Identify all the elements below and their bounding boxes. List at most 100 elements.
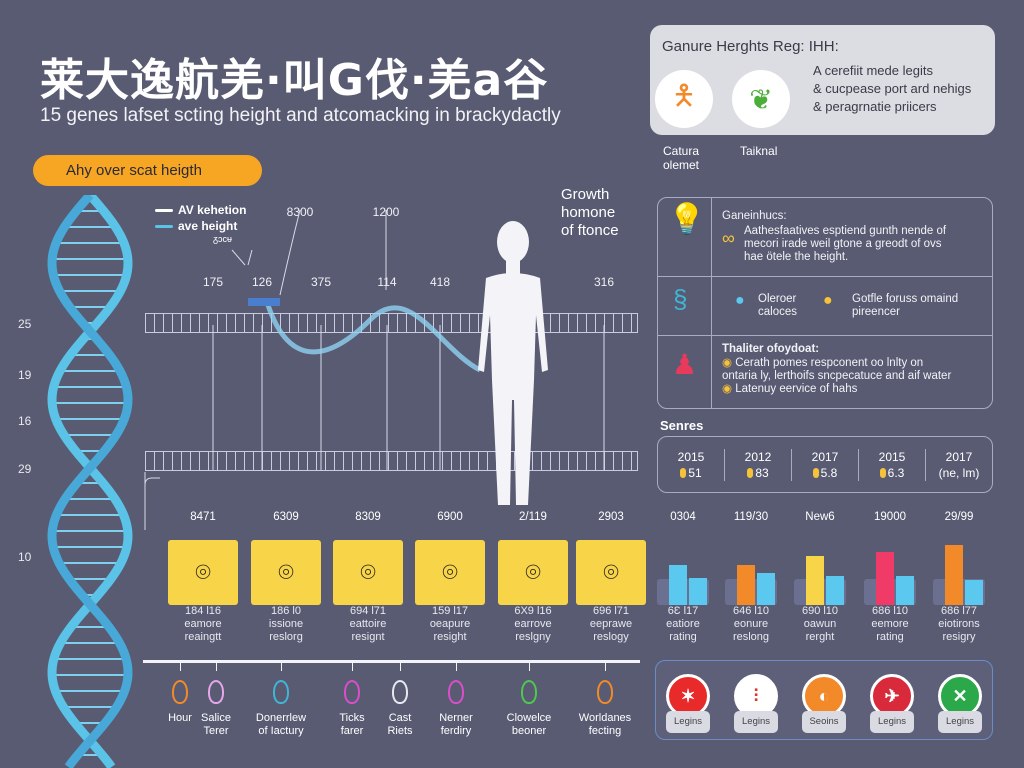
series-label: Senres	[660, 418, 704, 433]
axis-label: 10	[18, 550, 32, 564]
series-year: 2017	[945, 449, 973, 464]
item-label-line: oawun	[803, 618, 837, 630]
series-item: 2017 5.8	[792, 448, 859, 481]
card-line: & cucpease port ard nehigs	[813, 81, 972, 96]
card-caption: Taiknal	[740, 144, 778, 158]
pendant-icon	[172, 680, 188, 704]
card-caption: Catura olemet	[663, 144, 700, 172]
globe-pin-icon: ⌾	[360, 556, 376, 587]
value-label: 8309	[355, 511, 381, 523]
page-subtitle: 15 genes lafset scting height and atcoma…	[40, 105, 561, 126]
series-year: 2012	[744, 449, 772, 464]
series-item: 2012 83	[725, 448, 792, 481]
growth-hormone-annotation: Growth homone of ftonce	[561, 186, 619, 239]
badge-icon[interactable]: ◐	[802, 674, 846, 718]
lightbulb-clock-icon: 💡	[668, 203, 706, 236]
mini-bar-chart	[864, 540, 916, 605]
head-gear-icon: ●	[823, 292, 833, 309]
mini-bar	[876, 551, 894, 605]
timeline-tick	[400, 661, 401, 671]
legend-item: ave height	[155, 219, 237, 233]
value-label: 8471	[190, 511, 216, 523]
item-label-line: resigry	[942, 631, 976, 643]
timeline-label: Cast Riets	[360, 712, 440, 738]
globe-pin-icon: ⌾	[442, 556, 458, 587]
mini-bar-chart	[657, 540, 709, 605]
gene-card[interactable]: ⌾	[498, 540, 568, 605]
item-label-line: eonure	[733, 618, 769, 630]
item-label-line: 694 l71	[349, 605, 387, 617]
item-label-line: earrove	[514, 618, 552, 630]
gene-info-card: Ganure Herghts Reg: IHH: 🯅 ❦ A cerefiit …	[650, 25, 995, 135]
item-label-line: 184 l16	[184, 605, 222, 617]
axis-label: 25	[18, 317, 32, 331]
item-label-line: 696 l71	[592, 605, 630, 617]
item-label: 186 l0 issione reslorg	[246, 605, 326, 644]
badge-panel: ✶ Legins ⫶ Legins ◐ Seoins ✈ Legins ✕ Legins	[655, 660, 993, 740]
timeline-label-line: beoner	[511, 725, 547, 737]
series-value: 51	[658, 465, 724, 481]
item-label: 686 l10 eemore rating	[850, 605, 930, 644]
info-table: 💡 Ganeinhucs: ∞ Aathesfaatives esptiend …	[657, 197, 993, 409]
item-label: 6X9 l16 earrove reslgny	[493, 605, 573, 644]
timeline-label: Worldanes fecting	[565, 712, 645, 738]
item-label: 184 l16 eamore reaingtt	[163, 605, 243, 644]
globe-pin-icon: ⌾	[525, 556, 541, 587]
page-title: 莱大逸航羌·叫G伐·羌a谷	[40, 55, 549, 106]
mini-bar	[757, 572, 775, 605]
gene-card[interactable]: ⌾	[415, 540, 485, 605]
mini-bar	[669, 564, 687, 605]
timeline-label: Nerner ferdiry	[416, 712, 496, 738]
mini-bar	[826, 575, 844, 605]
mini-bar	[896, 575, 914, 605]
value-label: 2/119	[519, 511, 547, 523]
item-label-line: 690 l10	[801, 605, 839, 617]
legend-item: AV kehetion	[155, 203, 246, 217]
series-value: 83	[725, 465, 791, 481]
timeline-label-line: Riets	[387, 725, 413, 737]
item-label: 6Ɛ l17 eatiore rating	[643, 605, 723, 644]
gene-card[interactable]: ⌾	[168, 540, 238, 605]
item-label-line: 646 l10	[732, 605, 770, 617]
timeline-tick	[180, 661, 181, 671]
badge-label: Legins	[938, 711, 982, 733]
timeline-label-line: Terer	[203, 725, 229, 737]
item-label-line: 686 l10	[871, 605, 909, 617]
series-value: 5.8	[792, 465, 858, 481]
dna-helix-icon	[47, 195, 133, 768]
mini-bar	[965, 580, 983, 605]
value-label: 6900	[437, 511, 463, 523]
globe-pin-icon: ⌾	[278, 556, 294, 587]
timeline-label-line: Cast	[388, 712, 412, 724]
item-label: 690 l10 oawun rerght	[780, 605, 860, 644]
item-label-line: reslogy	[593, 631, 629, 643]
pendant-icon	[273, 680, 289, 704]
human-silhouette-icon	[478, 221, 548, 505]
axis-label: 29	[18, 462, 32, 476]
timeline-label-line: Ticks	[339, 712, 365, 724]
item-label-line: eemore	[871, 618, 909, 630]
timeline-label-line: Clowelce	[506, 712, 552, 724]
timeline-axis	[143, 660, 640, 663]
item-label: 694 l71 eattoire resignt	[328, 605, 408, 644]
mini-bar	[689, 577, 707, 605]
ruler-lines	[144, 209, 605, 530]
gene-card[interactable]: ⌾	[251, 540, 321, 605]
item-label-line: resignt	[351, 631, 385, 643]
timeline-label-line: of Iactury	[258, 725, 304, 737]
item-label-line: eamore	[184, 618, 222, 630]
timeline-label: Donerrlew of Iactury	[241, 712, 321, 738]
gene-card[interactable]: ⌾	[576, 540, 646, 605]
item-label-line: reaingtt	[184, 631, 222, 643]
item-label-line: 186 l0	[271, 605, 301, 617]
gene-card[interactable]: ⌾	[333, 540, 403, 605]
bulb-icon: ●	[735, 292, 745, 309]
highlight-pill: Ahy over scat heigth	[33, 155, 262, 186]
dna-strand-icon: §	[673, 284, 688, 314]
pendant-icon	[208, 680, 224, 704]
card-line: & peragrnatie priicers	[813, 99, 937, 114]
badge-icon[interactable]: ✶	[666, 674, 710, 718]
item-label-line: eeprawe	[589, 618, 633, 630]
timeline-tick	[605, 661, 606, 671]
pendant-icon	[521, 680, 537, 704]
